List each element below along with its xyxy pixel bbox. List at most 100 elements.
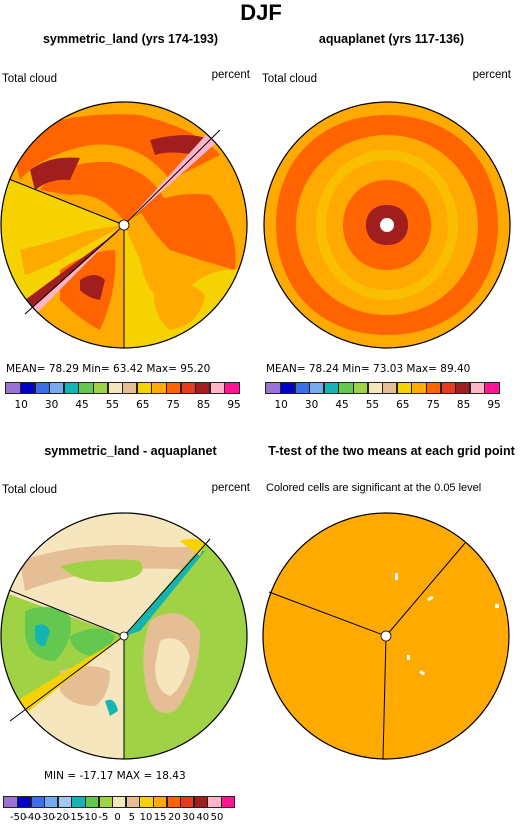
colorbar-tick-label: 45 — [75, 399, 89, 411]
colorbar-swatch — [323, 382, 339, 394]
colorbar-tick-label: 10 — [274, 399, 288, 411]
colorbar-swatch — [152, 796, 168, 808]
colorbar-swatch — [78, 382, 94, 394]
colorbar-tick-label: 55 — [365, 399, 380, 411]
colorbar-swatch — [92, 382, 109, 394]
colorbar-swatch — [180, 796, 195, 808]
panel2-left-label: Total cloud — [262, 73, 317, 85]
panel4-polar-map — [262, 512, 510, 760]
colorbar-tick-label: -50 — [10, 812, 27, 823]
colorbar-swatch — [309, 382, 325, 394]
colorbar-tick-label: 95 — [227, 399, 241, 411]
colorbar-tick-label: 95 — [487, 399, 501, 411]
colorbar-tick-label: 10 — [139, 812, 153, 823]
colorbar-swatch — [411, 382, 427, 394]
colorbar-swatch — [44, 796, 59, 808]
colorbar-swatch — [84, 796, 100, 808]
colorbar-swatch — [122, 382, 138, 394]
colorbar-swatch — [151, 382, 167, 394]
colorbar-swatch — [440, 382, 456, 394]
colorbar-tick-label: 65 — [136, 399, 150, 411]
colorbar-tick-label: 55 — [105, 399, 120, 411]
colorbar-tick-label: 85 — [196, 399, 211, 411]
panel2-polar-map — [263, 101, 511, 349]
colorbar-tick-label: -10 — [81, 812, 98, 823]
colorbar-swatch — [34, 382, 50, 394]
colorbar-swatch — [265, 382, 281, 394]
colorbar-swatch — [484, 382, 500, 394]
colorbar-swatch — [352, 382, 369, 394]
colorbar-tick-label: 45 — [335, 399, 349, 411]
colorbar-swatch — [107, 382, 123, 394]
colorbar-tick-label: -20 — [52, 812, 69, 823]
colorbar-tick-label: 5 — [128, 812, 135, 823]
colorbar-swatch — [193, 796, 208, 808]
panel3-left-label: Total cloud — [2, 484, 57, 496]
colorbar-swatch — [112, 796, 127, 808]
colorbar-swatch — [367, 382, 383, 394]
panel1-left-label: Total cloud — [2, 73, 57, 85]
colorbar-swatch — [220, 796, 236, 808]
panel2-stats: MEAN= 78.24 Min= 73.03 Max= 89.40 — [266, 363, 471, 375]
colorbar-tick-label: -40 — [24, 812, 41, 823]
colorbar-tick-label: 0 — [114, 812, 121, 823]
colorbar-tick-label: -5 — [98, 812, 109, 823]
colorbar-tick-label: 30 — [182, 812, 195, 823]
colorbar-swatch — [17, 796, 32, 808]
colorbar-tick-label: -30 — [38, 812, 55, 823]
colorbar-swatch — [49, 382, 65, 394]
colorbar-swatch — [98, 796, 113, 808]
colorbar-tick-label: 15 — [153, 812, 167, 823]
panel2-title: aquaplanet (yrs 117-136) — [318, 32, 465, 46]
panel3-title: symmetric_land - aquaplanet — [44, 444, 217, 458]
panel3-colorbar — [3, 796, 236, 808]
panel3-right-label: percent — [211, 482, 250, 494]
colorbar-tick-label: -15 — [66, 812, 84, 823]
colorbar-swatch — [139, 796, 154, 808]
colorbar-swatch — [469, 382, 485, 394]
colorbar-swatch — [166, 796, 181, 808]
panel3-stats: MIN = -17.17 MAX = 18.43 — [44, 770, 186, 782]
colorbar-tick-label: 30 — [304, 399, 319, 411]
colorbar-swatch — [396, 382, 412, 394]
colorbar-tick-label: 50 — [210, 812, 224, 823]
panel3-polar-map — [0, 512, 248, 760]
panel2-right-label: percent — [472, 69, 511, 81]
colorbar-tick-label: 75 — [166, 399, 180, 411]
colorbar-swatch — [207, 796, 222, 808]
colorbar-swatch — [5, 382, 21, 394]
colorbar-swatch — [136, 382, 152, 394]
panel1-title: symmetric_land (yrs 174-193) — [42, 32, 219, 46]
colorbar-swatch — [280, 382, 296, 394]
colorbar-swatch — [382, 382, 398, 394]
panel1-stats: MEAN= 78.29 Min= 63.42 Max= 95.20 — [6, 363, 211, 375]
colorbar-swatch — [3, 796, 18, 808]
colorbar-swatch — [195, 382, 211, 394]
colorbar-tick-label: 65 — [396, 399, 410, 411]
colorbar-tick-label: 40 — [196, 812, 210, 823]
colorbar-swatch — [30, 796, 45, 808]
colorbar-swatch — [209, 382, 225, 394]
colorbar-tick-label: 10 — [14, 399, 28, 411]
colorbar-tick-label: 85 — [456, 399, 471, 411]
figure-title: DJF — [240, 0, 282, 25]
panel1-right-label: percent — [211, 69, 250, 81]
colorbar-tick-label: 30 — [44, 399, 59, 411]
colorbar-swatch — [224, 382, 240, 394]
colorbar-swatch — [180, 382, 196, 394]
colorbar-swatch — [425, 382, 442, 394]
colorbar-swatch — [455, 382, 471, 394]
colorbar-swatch — [57, 796, 72, 808]
colorbar-swatch — [63, 382, 79, 394]
panel2-colorbar — [265, 382, 500, 394]
colorbar-swatch — [338, 382, 354, 394]
colorbar-tick-label: 20 — [168, 812, 181, 823]
panel1-colorbar — [5, 382, 240, 394]
colorbar-swatch — [20, 382, 36, 394]
colorbar-swatch — [71, 796, 86, 808]
panel4-note: Colored cells are significant at the 0.0… — [266, 482, 482, 494]
colorbar-swatch — [125, 796, 140, 808]
colorbar-swatch — [294, 382, 310, 394]
panel4-title: T-test of the two means at each grid poi… — [268, 444, 515, 458]
colorbar-tick-label: 75 — [426, 399, 440, 411]
